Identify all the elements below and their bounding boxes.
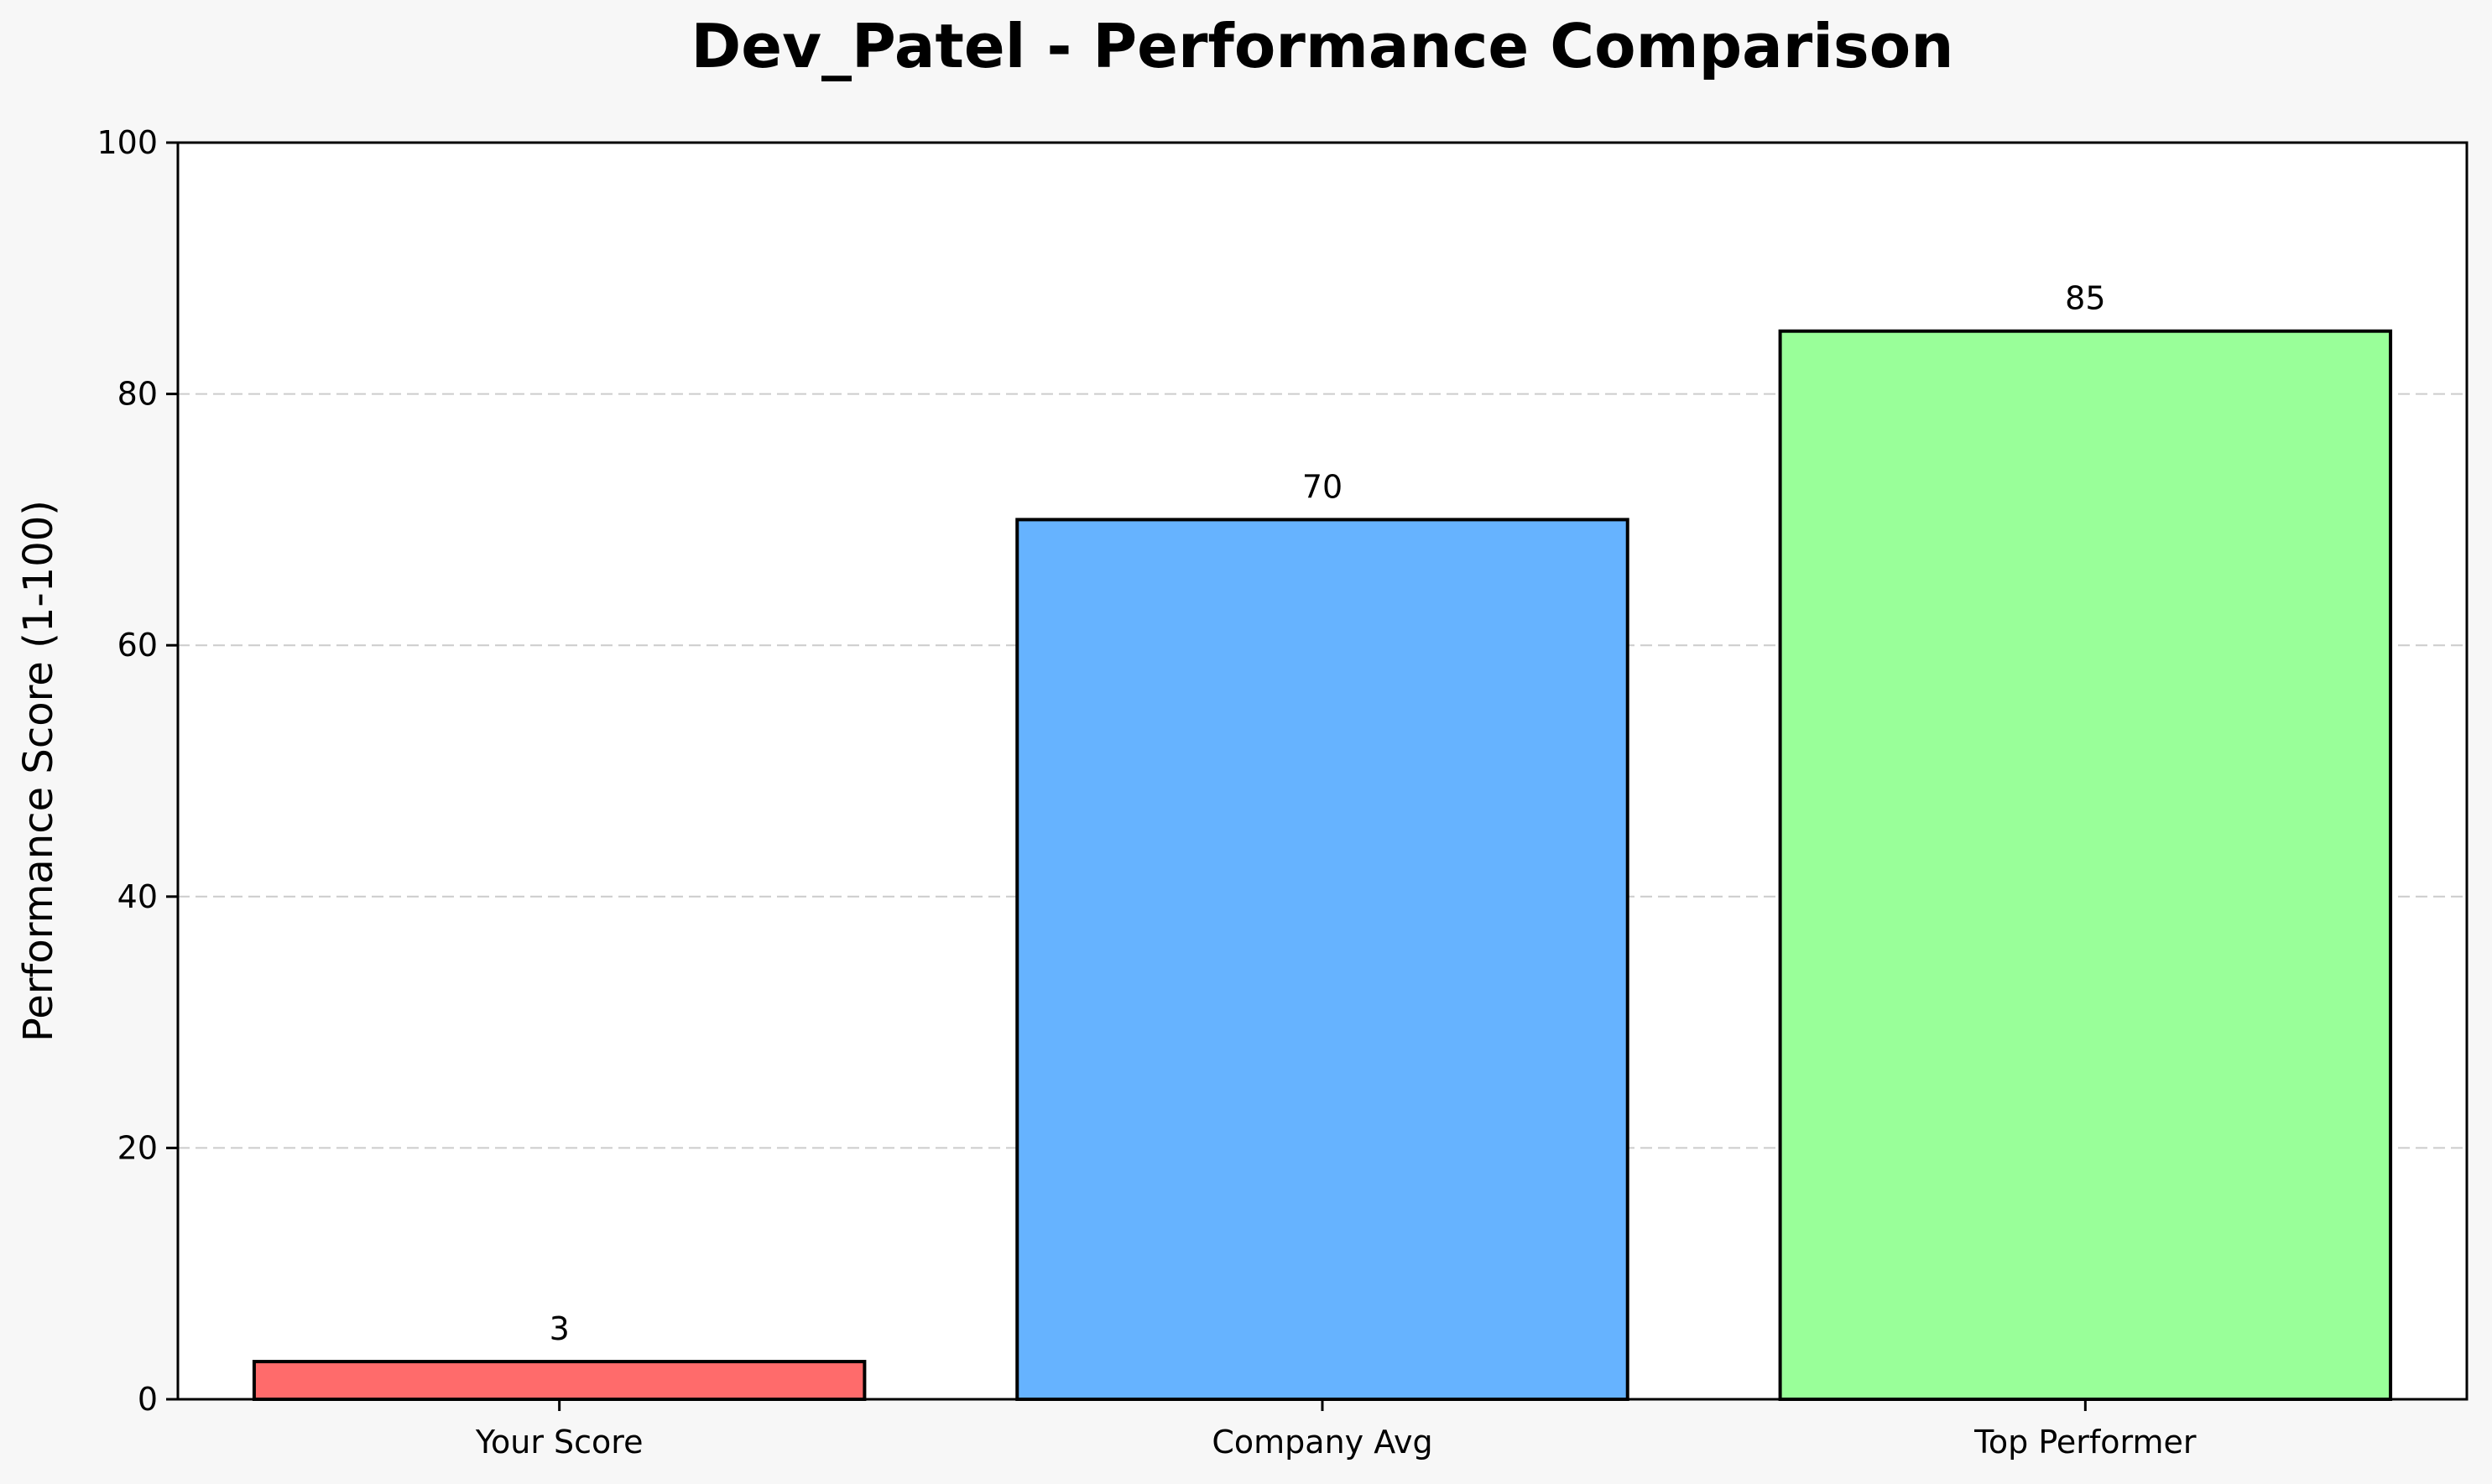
y-tick-label: 60 [117,627,158,664]
y-tick-label: 100 [96,124,158,161]
chart-title: Dev_Patel - Performance Comparison [691,11,1954,81]
x-axis-ticks: Your Score Company Avg Top Performer [475,1399,2197,1461]
bar-top-performer [1778,329,2393,1402]
y-tick-label: 80 [117,376,158,413]
x-tick-label: Top Performer [1973,1424,2197,1461]
y-axis-label: Performance Score (1-100) [15,500,62,1042]
x-tick-label: Company Avg [1212,1424,1432,1461]
bar-company-avg [1015,518,1629,1401]
bars [252,329,2393,1402]
y-tick-label: 0 [138,1381,158,1418]
bar-value-label: 70 [1302,468,1342,505]
value-labels: 3 70 85 [550,280,2106,1347]
x-tick-label: Your Score [475,1424,644,1461]
bar-value-label: 85 [2065,280,2105,317]
y-tick-label: 20 [117,1129,158,1166]
bar-value-label: 3 [550,1310,570,1347]
y-tick-label: 40 [117,878,158,915]
y-axis-ticks: 0 20 40 60 80 100 [96,124,178,1418]
bar-your-score [252,1360,867,1402]
